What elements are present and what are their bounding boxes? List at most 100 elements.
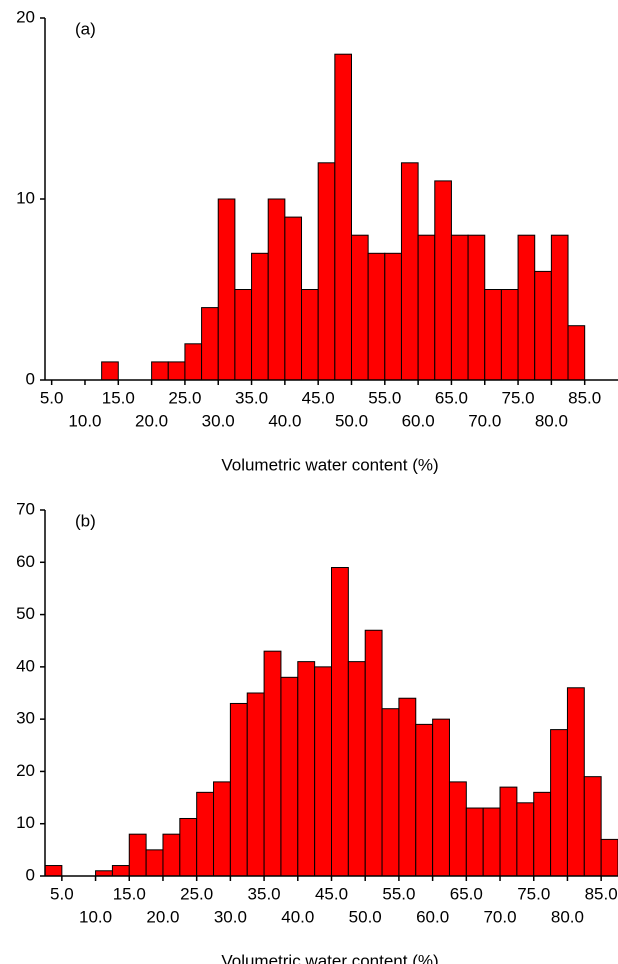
bar	[162, 833, 181, 877]
x-tick-label: 65.0	[450, 884, 483, 903]
bar	[500, 289, 519, 381]
bar	[432, 718, 450, 877]
bar	[350, 234, 369, 381]
x-tick-label: 40.0	[281, 907, 314, 926]
x-tick-label: 75.0	[517, 884, 550, 903]
bar	[434, 180, 452, 381]
y-tick-label: 10	[16, 813, 35, 832]
bar	[567, 325, 586, 381]
x-tick-label: 45.0	[315, 884, 348, 903]
bar	[450, 234, 469, 381]
x-tick-label: 40.0	[268, 411, 301, 430]
bar	[482, 807, 501, 877]
bar	[301, 289, 319, 381]
bar	[101, 361, 119, 381]
bar	[251, 252, 269, 381]
bar	[201, 307, 219, 381]
bar	[179, 817, 198, 877]
bar	[95, 870, 113, 877]
x-tick-label: 80.0	[551, 907, 584, 926]
x-tick-label: 30.0	[202, 411, 235, 430]
x-tick-label: 70.0	[483, 907, 516, 926]
x-tick-label: 20.0	[146, 907, 179, 926]
x-tick-label: 35.0	[248, 884, 281, 903]
y-tick-label: 0	[26, 865, 35, 884]
bar	[234, 289, 253, 381]
bar	[467, 234, 486, 381]
bar	[314, 666, 333, 877]
x-tick-label: 55.0	[382, 884, 415, 903]
bar	[448, 781, 467, 877]
bar	[331, 567, 349, 877]
bar	[44, 865, 63, 877]
bar	[516, 802, 535, 877]
x-tick-label: 50.0	[335, 411, 368, 430]
bar	[217, 198, 236, 381]
bar	[128, 833, 147, 877]
bar	[184, 343, 203, 381]
x-tick-label: 45.0	[302, 388, 335, 407]
x-tick-label: 15.0	[113, 884, 146, 903]
bar	[151, 361, 169, 381]
bar	[550, 234, 569, 381]
y-tick-label: 50	[16, 604, 35, 623]
bar	[111, 865, 130, 877]
x-axis-label: Volumetric water content (%)	[221, 455, 438, 474]
x-tick-label: 85.0	[585, 884, 618, 903]
bar	[484, 289, 502, 381]
x-tick-label: 25.0	[168, 388, 201, 407]
x-tick-label: 55.0	[368, 388, 401, 407]
bar	[284, 216, 303, 381]
bar	[297, 661, 316, 877]
bar	[398, 697, 417, 877]
x-tick-label: 35.0	[235, 388, 268, 407]
bar	[566, 687, 585, 877]
bar	[534, 270, 552, 381]
x-tick-label: 25.0	[180, 884, 213, 903]
bar	[415, 723, 434, 877]
x-tick-label: 30.0	[214, 907, 247, 926]
x-tick-label: 5.0	[40, 388, 64, 407]
bar	[499, 786, 518, 877]
bar	[145, 849, 164, 877]
bar	[246, 692, 265, 877]
bar	[263, 650, 282, 877]
bar	[167, 361, 186, 381]
y-tick-label: 40	[16, 656, 35, 675]
panel-label: (b)	[75, 511, 96, 530]
y-tick-label: 60	[16, 552, 35, 571]
bar	[334, 53, 352, 381]
x-tick-label: 10.0	[68, 411, 101, 430]
bar	[517, 234, 536, 381]
bar	[367, 252, 386, 381]
y-tick-label: 20	[16, 761, 35, 780]
x-tick-label: 60.0	[416, 907, 449, 926]
x-tick-label: 75.0	[502, 388, 535, 407]
x-axis-label: Volumetric water content (%)	[221, 951, 438, 964]
y-tick-label: 10	[16, 188, 35, 207]
x-tick-label: 80.0	[535, 411, 568, 430]
y-tick-label: 30	[16, 709, 35, 728]
x-tick-label: 85.0	[568, 388, 601, 407]
bar	[465, 807, 484, 877]
bar	[317, 162, 336, 381]
x-tick-label: 50.0	[349, 907, 382, 926]
bar	[400, 162, 419, 381]
x-tick-label: 70.0	[468, 411, 501, 430]
bar	[533, 791, 552, 877]
x-tick-label: 20.0	[135, 411, 168, 430]
bar	[364, 629, 383, 877]
bar	[267, 198, 286, 381]
bar	[347, 661, 366, 877]
bar	[381, 708, 400, 877]
x-tick-label: 65.0	[435, 388, 468, 407]
bar	[384, 252, 402, 381]
x-tick-label: 10.0	[79, 907, 112, 926]
x-tick-label: 15.0	[102, 388, 135, 407]
bar	[229, 702, 248, 877]
bar	[417, 234, 436, 381]
x-tick-label: 5.0	[50, 884, 74, 903]
y-tick-label: 0	[26, 369, 35, 388]
y-tick-label: 70	[16, 499, 35, 518]
